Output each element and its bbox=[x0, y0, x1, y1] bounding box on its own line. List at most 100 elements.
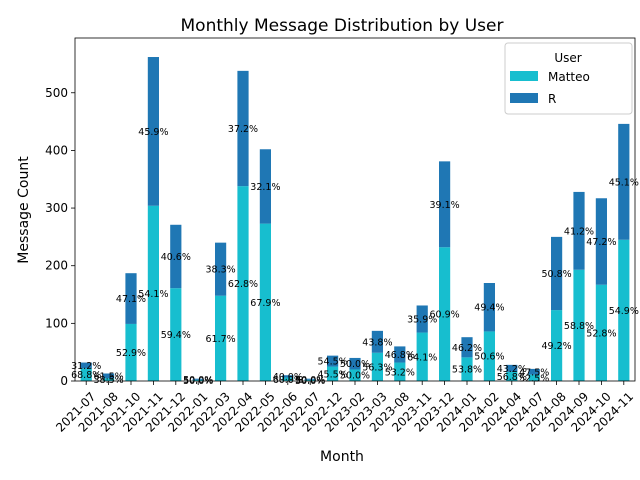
segment-label-r-2023-03: 43.8% bbox=[362, 337, 392, 348]
bar-segment-r-2022-05 bbox=[259, 149, 271, 224]
plot-frame bbox=[74, 37, 636, 382]
segment-label-matteo-2021-11: 54.1% bbox=[138, 289, 168, 300]
bar-segment-matteo-2023-08 bbox=[394, 362, 406, 381]
bar-segment-r-2022-03 bbox=[215, 242, 227, 296]
segment-label-r-2024-08: 50.8% bbox=[542, 269, 572, 280]
bar-segment-matteo-2022-04 bbox=[237, 186, 249, 381]
legend-title: User bbox=[554, 51, 581, 65]
segment-label-r-2022-05: 32.1% bbox=[250, 182, 280, 193]
segment-label-r-2021-10: 47.1% bbox=[116, 294, 146, 305]
y-axis-title: Message Count bbox=[16, 156, 32, 264]
segment-label-r-2021-12: 40.6% bbox=[161, 252, 191, 263]
legend-label-r: R bbox=[548, 92, 556, 106]
bar-segment-matteo-2023-02 bbox=[349, 369, 361, 381]
bar-segment-matteo-2022-05 bbox=[259, 223, 271, 381]
segment-label-matteo-2024-09: 58.8% bbox=[564, 321, 594, 332]
segment-label-r-2024-09: 41.2% bbox=[564, 226, 594, 237]
bar-segment-r-2024-07 bbox=[528, 368, 540, 375]
bar-segment-r-2023-12 bbox=[439, 161, 451, 248]
segment-label-r-2021-11: 45.9% bbox=[138, 127, 168, 138]
bar-segment-matteo-2023-12 bbox=[439, 247, 451, 381]
bar-segment-matteo-2021-12 bbox=[170, 288, 182, 381]
bar-segment-r-2022-12 bbox=[327, 355, 339, 367]
y-tick-label-500: 500 bbox=[45, 86, 68, 100]
bar-segment-r-2024-09 bbox=[573, 191, 585, 270]
segment-label-r-2021-08: 61.5% bbox=[94, 371, 124, 382]
segment-label-matteo-2024-10: 52.8% bbox=[586, 328, 616, 339]
bar-segment-matteo-2021-11 bbox=[147, 205, 159, 381]
legend-swatch-matteo bbox=[510, 71, 538, 81]
segment-label-matteo-2024-08: 49.2% bbox=[542, 341, 572, 352]
bar-segment-r-2024-02 bbox=[483, 283, 495, 332]
bar-segment-r-2024-01 bbox=[461, 337, 473, 358]
segment-label-matteo-2023-03: 56.3% bbox=[362, 362, 392, 373]
legend: User Matteo R bbox=[504, 42, 633, 115]
bar-segment-matteo-2024-01 bbox=[461, 357, 473, 381]
bar-segment-r-2024-04 bbox=[506, 364, 518, 372]
segment-label-matteo-2022-04: 62.8% bbox=[228, 279, 258, 290]
segment-label-matteo-2024-11: 54.9% bbox=[609, 306, 639, 317]
segment-label-matteo-2024-07: 52.5% bbox=[519, 373, 549, 384]
legend-swatch-r bbox=[510, 93, 538, 103]
segment-label-matteo-2024-04: 56.8% bbox=[497, 372, 527, 383]
bar-segment-r-2022-07 bbox=[304, 378, 316, 380]
bar-segment-r-2023-02 bbox=[349, 357, 361, 370]
segment-label-r-2022-12: 54.5% bbox=[318, 357, 348, 368]
bar-segment-matteo-2024-09 bbox=[573, 269, 585, 381]
bar-segment-r-2024-08 bbox=[551, 236, 563, 311]
bar-segment-matteo-2021-07 bbox=[80, 368, 92, 381]
x-axis-title: Month bbox=[320, 449, 364, 465]
bar-segment-matteo-2024-02 bbox=[483, 331, 495, 381]
bar-segment-r-2021-12 bbox=[170, 224, 182, 289]
bar-segment-matteo-2024-10 bbox=[595, 284, 607, 381]
bar-segment-matteo-2024-04 bbox=[506, 371, 518, 381]
segment-label-matteo-2021-08: 38.5% bbox=[94, 375, 124, 386]
bar-segment-r-2022-06 bbox=[282, 375, 294, 378]
segment-label-r-2024-10: 47.2% bbox=[586, 237, 616, 248]
bar-segment-matteo-2022-01 bbox=[192, 379, 204, 381]
bar-segment-r-2021-07 bbox=[80, 362, 92, 369]
segment-label-r-2024-02: 49.4% bbox=[474, 303, 504, 314]
bar-segment-r-2021-10 bbox=[125, 273, 137, 324]
segment-label-matteo-2023-12: 60.9% bbox=[430, 310, 460, 321]
segment-label-matteo-2021-07: 68.8% bbox=[71, 370, 101, 381]
segment-label-r-2024-01: 46.2% bbox=[452, 343, 482, 354]
segment-label-matteo-2023-08: 53.2% bbox=[385, 367, 415, 378]
segment-label-r-2023-12: 39.1% bbox=[430, 200, 460, 211]
segment-label-r-2022-07: 50.0% bbox=[295, 375, 325, 386]
segment-label-r-2023-02: 50.0% bbox=[340, 359, 370, 370]
bar-segment-r-2023-11 bbox=[416, 305, 428, 333]
segment-label-r-2023-11: 35.9% bbox=[407, 315, 437, 326]
segment-label-matteo-2022-06: 60.0% bbox=[273, 375, 303, 386]
bar-segment-r-2021-11 bbox=[147, 57, 159, 206]
segment-label-matteo-2024-02: 50.6% bbox=[474, 352, 504, 363]
bar-segment-matteo-2024-08 bbox=[551, 310, 563, 381]
segment-label-r-2022-06: 40.0% bbox=[273, 372, 303, 383]
bar-segment-matteo-2022-07 bbox=[304, 379, 316, 381]
bar-segment-matteo-2022-03 bbox=[215, 295, 227, 381]
segment-label-matteo-2023-11: 64.1% bbox=[407, 352, 437, 363]
bar-segment-r-2022-01 bbox=[192, 378, 204, 380]
y-tick-label-0: 0 bbox=[60, 374, 68, 388]
bar-segment-matteo-2021-08 bbox=[103, 378, 115, 381]
bar-segment-r-2024-11 bbox=[618, 123, 630, 240]
bar-segment-r-2021-08 bbox=[103, 373, 115, 379]
segment-label-matteo-2021-10: 52.9% bbox=[116, 348, 146, 359]
y-tick-label-400: 400 bbox=[45, 143, 68, 157]
y-tick-label-200: 200 bbox=[45, 259, 68, 273]
bars-layer bbox=[80, 57, 630, 381]
segment-label-matteo-2021-12: 59.4% bbox=[161, 330, 191, 341]
y-tick-label-300: 300 bbox=[45, 201, 68, 215]
bar-segment-r-2022-04 bbox=[237, 70, 249, 187]
segment-label-matteo-2023-02: 50.0% bbox=[340, 371, 370, 382]
segment-label-r-2021-07: 31.2% bbox=[71, 361, 101, 372]
legend-label-matteo: Matteo bbox=[548, 70, 590, 84]
bar-segment-r-2024-10 bbox=[595, 198, 607, 285]
segment-label-r-2024-07: 47.5% bbox=[519, 367, 549, 378]
bar-segment-r-2023-08 bbox=[394, 346, 406, 363]
segment-label-r-2022-03: 38.3% bbox=[206, 265, 236, 276]
y-tick-label-100: 100 bbox=[45, 316, 68, 330]
segment-label-r-2022-01: 50.0% bbox=[183, 375, 213, 386]
